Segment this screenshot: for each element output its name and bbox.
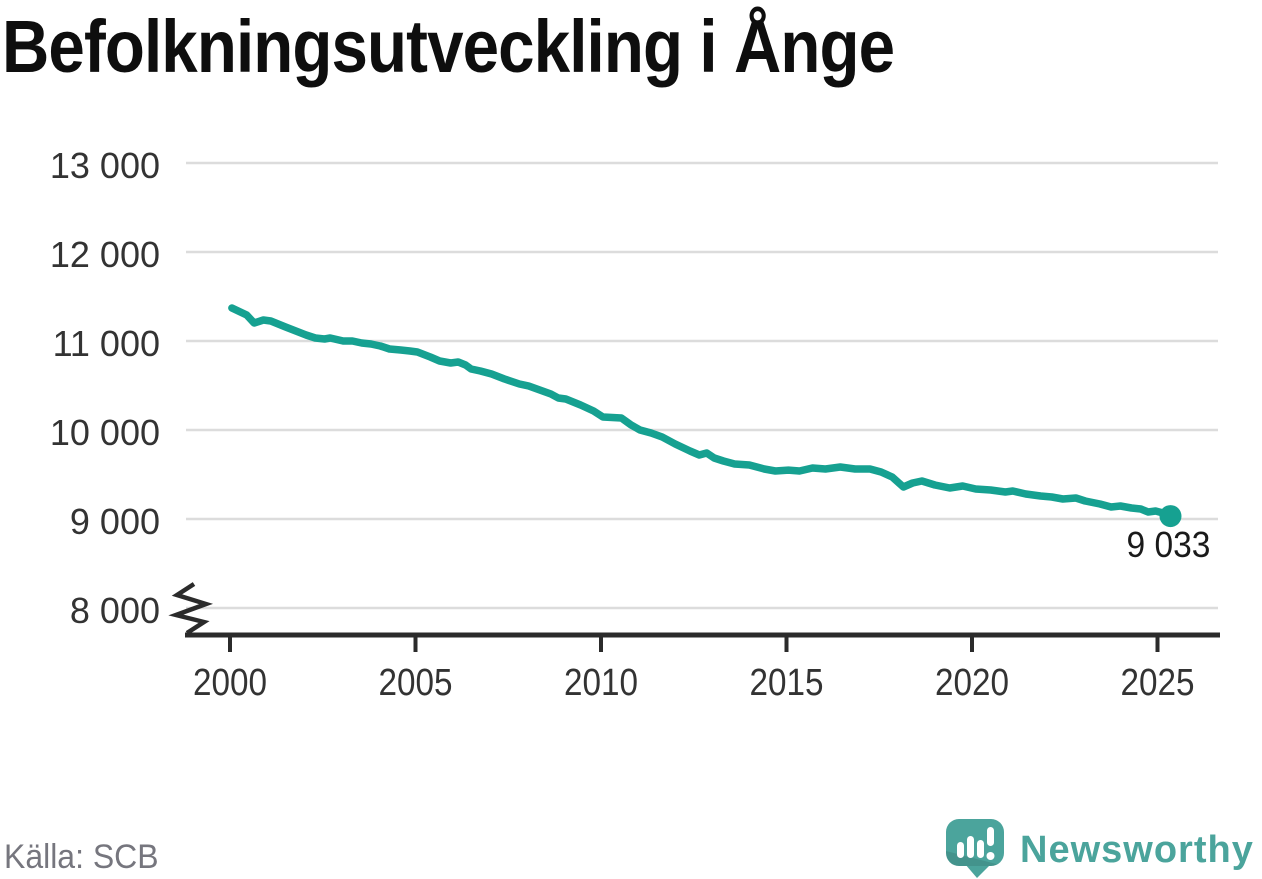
newsworthy-logo[interactable]: Newsworthy xyxy=(938,809,1262,879)
x-tick-label: 2025 xyxy=(1121,662,1195,704)
logo-bars-and-exclamation xyxy=(957,827,995,860)
last-value-label: 9 033 xyxy=(1126,524,1210,565)
y-axis-tick-labels: 13 000 12 000 11 000 10 000 9 000 8 000 xyxy=(50,145,160,631)
y-tick-label: 8 000 xyxy=(70,590,160,631)
x-axis: 2000 2005 2010 2015 2020 2025 xyxy=(185,632,1220,704)
source-note: Källa: SCB xyxy=(4,838,159,876)
y-tick-label: 12 000 xyxy=(50,234,160,275)
y-tick-label: 11 000 xyxy=(53,323,160,364)
x-tick-label: 2015 xyxy=(750,662,824,704)
x-tick-label: 2020 xyxy=(935,662,1009,704)
gridlines xyxy=(186,161,1218,610)
y-tick-label: 13 000 xyxy=(50,145,160,186)
y-tick-label: 9 000 xyxy=(70,501,160,542)
axis-break-zigzag-icon xyxy=(168,582,214,635)
x-tick-label: 2010 xyxy=(564,662,638,704)
y-tick-label: 10 000 xyxy=(50,412,160,453)
x-tick-label: 2000 xyxy=(193,662,267,704)
newsworthy-speech-bubble-chart-icon xyxy=(946,819,1004,878)
newsworthy-wordmark: Newsworthy xyxy=(1020,829,1254,871)
last-point-marker xyxy=(1159,505,1182,528)
chart-title: Befolkningsutveckling i Ånge xyxy=(2,5,895,88)
population-line xyxy=(228,304,1175,520)
x-tick-label: 2005 xyxy=(379,662,453,704)
